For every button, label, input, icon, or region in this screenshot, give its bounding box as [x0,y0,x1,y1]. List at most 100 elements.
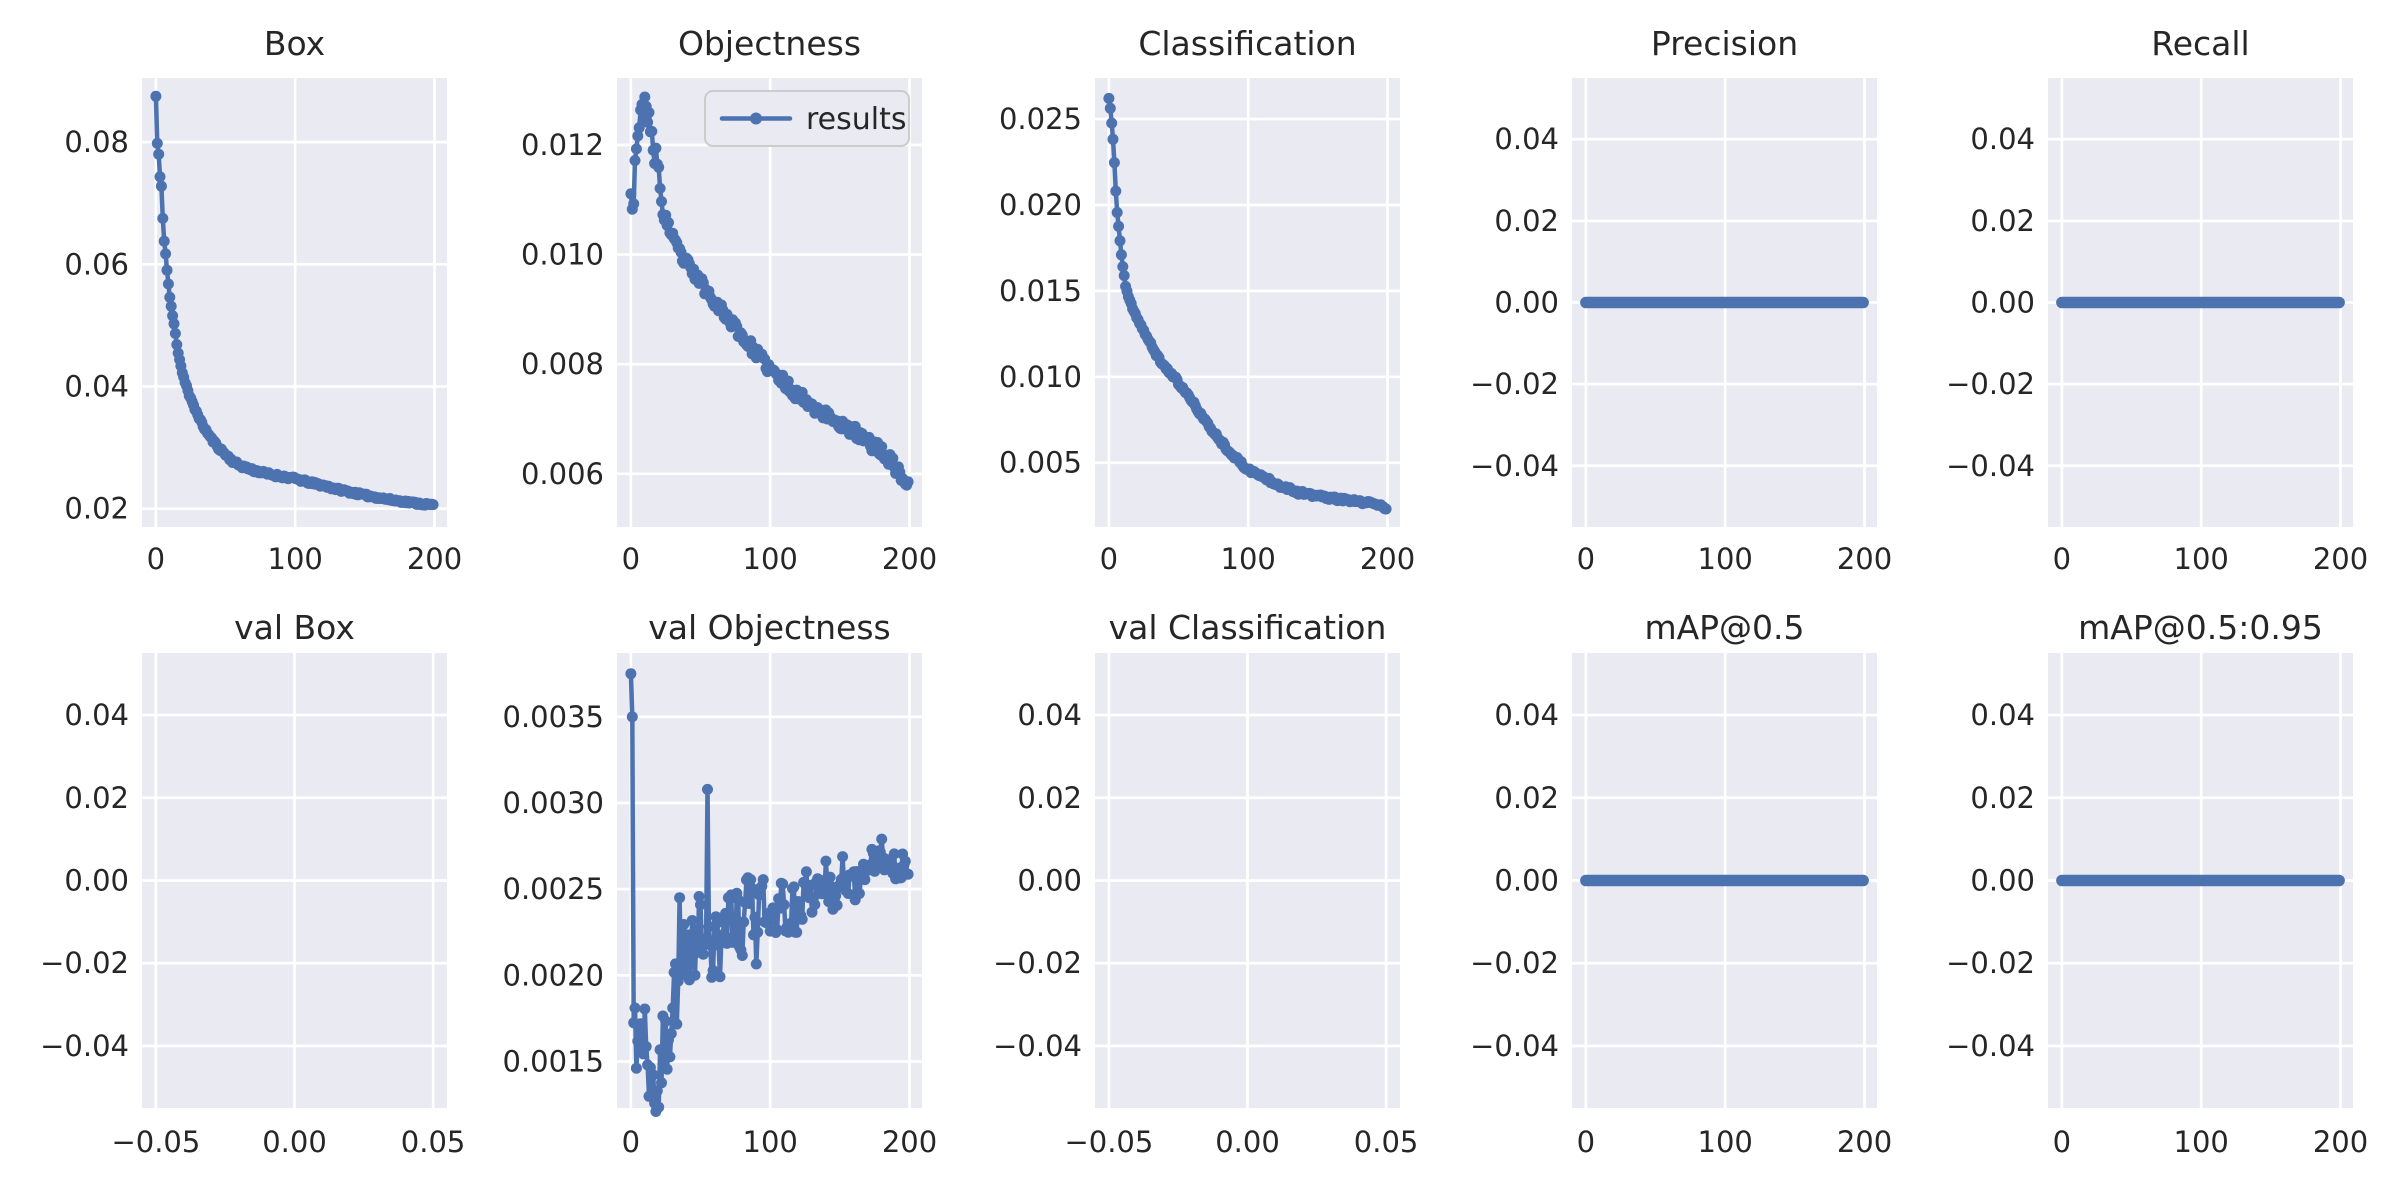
x-tick-label: 100 [1698,1125,1753,1159]
series-marker [714,971,726,983]
series-marker [824,871,836,883]
series-marker [661,1063,673,1075]
x-tick-label: −0.05 [1064,1125,1153,1159]
series-marker [656,1077,667,1089]
subplot-title-val-box: val Box [234,608,355,647]
y-tick-label: 0.0020 [503,958,604,992]
series-marker [682,929,694,941]
y-tick-label: 0.02 [1494,781,1559,815]
series-marker [837,851,849,863]
series-marker [902,868,914,880]
x-tick-label: 200 [1837,1125,1892,1159]
y-tick-label: −0.02 [1946,367,2035,401]
y-tick-label: 0.04 [1494,698,1559,732]
y-tick-label: 0.00 [1017,864,1082,898]
series-marker [1104,102,1116,114]
legend-marker [750,112,762,125]
series-marker [1114,235,1126,247]
y-tick-label: 0.04 [64,370,129,404]
y-tick-label: −0.04 [1470,1029,1559,1063]
series-marker [1113,220,1125,232]
x-tick-label: 0.00 [262,1125,327,1159]
series-marker [646,125,658,137]
x-tick-label: 200 [1360,542,1415,576]
series-marker [169,328,181,339]
y-tick-label: 0.04 [1017,698,1082,732]
series-marker [736,950,748,961]
y-tick-label: 0.00 [1970,864,2035,898]
series-marker [902,476,914,488]
series-marker [150,90,162,102]
series-marker [157,212,169,224]
series-marker [660,1015,672,1027]
series-marker [153,148,165,160]
y-tick-label: 0.00 [1970,286,2035,320]
series-marker [752,926,764,938]
x-tick-label: 0.05 [1354,1125,1419,1159]
y-tick-label: 0.0015 [503,1045,604,1079]
y-tick-label: −0.02 [40,946,129,980]
series-marker [791,926,803,938]
series-marker [633,122,645,134]
series-marker [625,668,637,680]
subplot-title-recall: Recall [2151,24,2250,63]
y-tick-label: 0.0035 [503,700,604,734]
x-tick-label: 100 [743,542,798,576]
series-marker [771,924,783,936]
series-marker [171,339,183,351]
series-marker [1106,117,1118,129]
y-tick-label: 0.025 [999,102,1082,136]
series-marker [794,899,805,911]
series-marker [778,899,790,911]
y-tick-label: −0.04 [1946,1029,2035,1063]
series-marker [876,833,888,845]
x-tick-label: 0 [1100,542,1118,576]
series-marker [749,911,761,923]
series-marker [830,890,842,902]
y-tick-label: 0.04 [1494,122,1559,156]
series-marker [629,1002,641,1014]
y-tick-label: 0.02 [1017,781,1082,815]
series-marker [859,874,871,886]
subplot-title-map05095: mAP@0.5:0.95 [2078,608,2323,647]
series-marker [626,711,638,723]
series-marker [155,180,167,192]
series-marker [639,91,651,103]
y-tick-label: 0.00 [1494,286,1559,320]
series-marker [651,1085,663,1097]
series-marker [639,1003,651,1015]
y-tick-label: 0.06 [64,247,129,281]
series-marker [693,891,705,902]
series-marker [640,1041,652,1053]
series-marker [777,878,789,890]
y-tick-label: 0.02 [1970,204,2035,238]
y-tick-label: 0.02 [64,781,129,815]
series-marker [800,866,812,878]
series-marker [743,898,755,909]
series-marker [653,1101,665,1113]
x-tick-label: 200 [882,542,937,576]
series-marker [1111,207,1123,218]
y-tick-label: 0.00 [1494,864,1559,898]
series-marker [720,907,732,919]
y-tick-label: −0.04 [40,1029,129,1063]
series-marker [785,917,797,929]
series-marker [1380,503,1392,515]
series-marker [632,130,644,142]
series-marker [686,915,698,926]
series-marker [427,499,439,511]
series-marker [888,848,900,860]
series-marker [158,235,170,247]
series-marker [168,318,180,330]
series-marker [796,913,808,925]
series-marker [853,888,865,899]
series-marker [629,155,641,166]
series-marker [642,116,654,128]
y-tick-label: −0.02 [1470,946,1559,980]
subplot-title-val-classification: val Classification [1108,608,1387,647]
x-tick-label: 100 [1221,542,1276,576]
series-marker [887,452,899,464]
series-marker [695,899,706,911]
